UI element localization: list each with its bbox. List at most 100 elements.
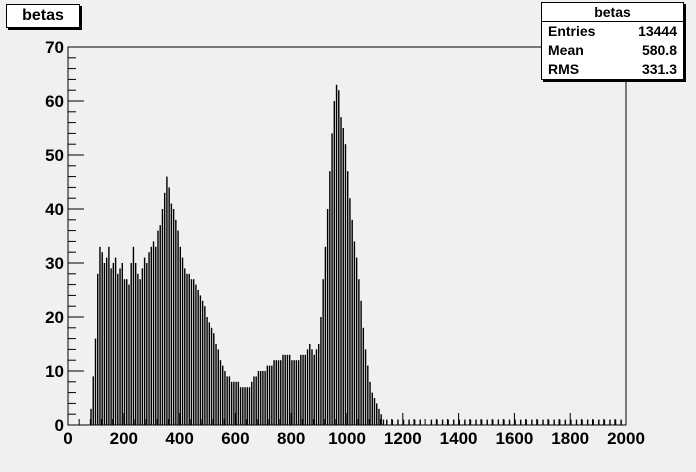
histogram-bar [143,257,146,425]
histogram-bar [349,198,351,425]
histogram-bar [475,419,477,425]
histogram-bar [168,187,170,425]
histogram-bar [369,381,371,425]
histogram-bar [110,268,112,425]
histogram-bar [97,273,99,425]
histogram-bar [148,252,150,425]
histogram-bar [288,354,291,425]
histogram-bar [575,419,578,425]
histogram-bar [239,387,242,425]
histogram-bar [297,360,300,425]
histogram-bar [181,257,184,425]
histogram-bar [201,300,204,425]
stats-row-entries: Entries 13444 [542,22,683,41]
histogram-bar [542,419,544,425]
histogram-bar [447,419,449,425]
histogram-bar [362,327,365,425]
histogram-bar [101,252,103,425]
x-tick-label: 1400 [440,429,478,448]
histogram-bar [226,376,228,425]
histogram-bar [326,209,329,425]
stats-title: betas [542,3,683,22]
histogram-bar [508,419,511,425]
histogram-bar [284,354,286,425]
histogram-bar [331,133,333,425]
histogram-bar [94,338,97,425]
histogram-bar [300,354,302,425]
histogram-bar [386,419,388,425]
histogram-bar [146,263,148,425]
histogram-bar [224,371,226,425]
histogram-bar [293,360,295,425]
histogram-bar [92,376,94,425]
histogram-bar [255,376,257,425]
histogram-bar [199,295,202,425]
histogram-bar [333,101,336,425]
histogram-bar [353,241,356,425]
stats-row-rms: RMS 331.3 [542,60,683,79]
histogram-bar [141,268,144,425]
histogram-bar [280,360,282,425]
histogram-bar [351,219,353,425]
stats-label: Mean [548,42,584,58]
histogram-bar [126,279,128,425]
histogram-bar [257,371,260,425]
histogram-bar [320,317,322,425]
histogram-bar [519,419,522,425]
histogram-bar [553,419,555,425]
stats-box: betas Entries 13444 Mean 580.8 RMS 331.3 [541,2,684,80]
histogram-bar [373,398,376,425]
histogram-bar [376,403,378,425]
histogram-bar [210,327,213,425]
y-tick-label: 60 [45,92,64,111]
histogram-bar [295,360,298,425]
y-tick-label: 50 [45,146,64,165]
x-tick-label: 1000 [328,429,366,448]
histogram-bar [547,419,550,425]
histogram-bar [163,192,166,425]
histogram-bar [242,387,244,425]
histogram-bar [222,365,224,425]
histogram-bar [306,349,309,425]
histogram-bar [311,349,313,425]
histogram-bar [157,230,159,425]
histogram-bar [248,387,251,425]
histogram-bar [536,419,539,425]
histogram-bar [130,263,132,425]
x-tick-label: 600 [221,429,249,448]
histogram-bar [195,284,197,425]
histogram-bar [302,354,304,425]
stats-value: 580.8 [641,42,677,58]
histogram-bar [134,263,137,425]
histogram-bar [592,419,594,425]
histogram-bar [266,365,269,425]
y-tick-label: 30 [45,254,64,273]
histogram-bar [233,381,235,425]
histogram-bar [342,128,344,425]
stats-value: 13444 [638,23,677,39]
histogram-bar [413,419,416,425]
histogram-bar [192,279,195,425]
histogram-bar [286,354,289,425]
histogram-bar [159,225,161,425]
histogram-bar [324,246,327,425]
histogram-bar [179,246,182,425]
histogram-bar [172,209,175,425]
histogram-bar [338,90,340,425]
histogram-bar [371,392,373,425]
histogram-bar [90,408,92,425]
histogram-bar [335,84,338,426]
histogram-bar [620,419,622,425]
histogram-bar [391,419,394,425]
histogram-bar [586,419,589,425]
histogram-bar [464,419,466,425]
histogram-bar [469,419,472,425]
histogram-bar [170,203,173,425]
histogram-bar [486,419,488,425]
histogram-bar [402,419,405,425]
histogram-bar [152,241,155,425]
histogram-bar [609,419,611,425]
histogram-bar [264,371,266,425]
histogram-bar [364,349,367,425]
